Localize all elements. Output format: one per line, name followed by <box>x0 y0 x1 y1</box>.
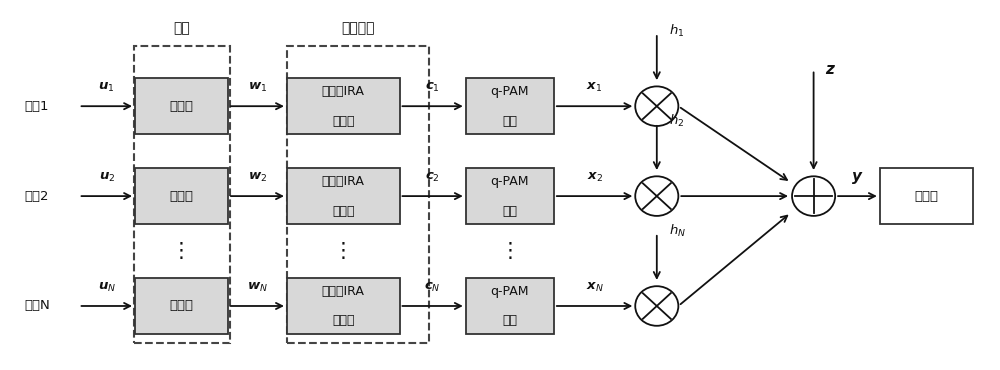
Text: $h_{2}$: $h_{2}$ <box>669 113 684 130</box>
Text: 调制: 调制 <box>502 205 517 218</box>
Text: $\boldsymbol{x}_{N}$: $\boldsymbol{x}_{N}$ <box>586 281 604 294</box>
Bar <box>134 46 230 343</box>
Bar <box>135 78 228 134</box>
Text: 编码器: 编码器 <box>332 115 354 128</box>
Bar <box>466 78 554 134</box>
Text: $\boldsymbol{z}$: $\boldsymbol{z}$ <box>825 62 836 77</box>
Text: 用户1: 用户1 <box>25 100 49 113</box>
Bar <box>287 46 429 343</box>
Text: ⋮: ⋮ <box>333 241 354 261</box>
Text: 统一编码: 统一编码 <box>342 21 375 35</box>
Text: $\boldsymbol{c}_{N}$: $\boldsymbol{c}_{N}$ <box>424 281 441 294</box>
Bar <box>466 278 554 334</box>
Text: 多进制IRA: 多进制IRA <box>322 285 365 297</box>
Bar <box>135 168 228 224</box>
Text: 用户2: 用户2 <box>25 189 49 203</box>
Text: q-PAM: q-PAM <box>491 175 529 188</box>
Text: $h_{N}$: $h_{N}$ <box>669 223 686 239</box>
Text: 预处理: 预处理 <box>170 100 194 113</box>
Text: $\boldsymbol{x}_{2}$: $\boldsymbol{x}_{2}$ <box>587 171 603 184</box>
Bar <box>135 278 228 334</box>
Text: 编码器: 编码器 <box>332 205 354 218</box>
Text: 编码器: 编码器 <box>332 314 354 327</box>
Text: $h_{1}$: $h_{1}$ <box>669 23 684 40</box>
Bar <box>287 168 400 224</box>
Text: 调制: 调制 <box>502 115 517 128</box>
Bar <box>287 278 400 334</box>
Text: q-PAM: q-PAM <box>491 85 529 98</box>
Text: $\boldsymbol{u}_{N}$: $\boldsymbol{u}_{N}$ <box>98 281 116 294</box>
Text: $\boldsymbol{u}_{1}$: $\boldsymbol{u}_{1}$ <box>98 81 115 94</box>
Bar <box>287 78 400 134</box>
Text: 多进制IRA: 多进制IRA <box>322 175 365 188</box>
Text: $\boldsymbol{x}_{1}$: $\boldsymbol{x}_{1}$ <box>586 81 603 94</box>
Text: q-PAM: q-PAM <box>491 285 529 297</box>
Text: ⋮: ⋮ <box>499 241 520 261</box>
Bar <box>880 168 973 224</box>
Text: 基站端: 基站端 <box>914 189 938 203</box>
Text: $\boldsymbol{y}$: $\boldsymbol{y}$ <box>851 170 864 186</box>
Text: $\boldsymbol{u}_{2}$: $\boldsymbol{u}_{2}$ <box>99 171 115 184</box>
Text: $\boldsymbol{c}_{1}$: $\boldsymbol{c}_{1}$ <box>425 81 440 94</box>
Text: $\boldsymbol{w}_{1}$: $\boldsymbol{w}_{1}$ <box>248 81 267 94</box>
Text: 预处理: 预处理 <box>170 189 194 203</box>
Bar <box>466 168 554 224</box>
Text: 多进制IRA: 多进制IRA <box>322 85 365 98</box>
Text: 用户N: 用户N <box>25 299 50 313</box>
Text: 预处理: 预处理 <box>170 299 194 313</box>
Text: ⋮: ⋮ <box>171 241 192 261</box>
Text: 调制: 调制 <box>502 314 517 327</box>
Text: $\boldsymbol{w}_{2}$: $\boldsymbol{w}_{2}$ <box>248 171 267 184</box>
Text: $\boldsymbol{w}_{N}$: $\boldsymbol{w}_{N}$ <box>247 281 268 294</box>
Text: 添零: 添零 <box>174 21 190 35</box>
Text: $\boldsymbol{c}_{2}$: $\boldsymbol{c}_{2}$ <box>425 171 440 184</box>
